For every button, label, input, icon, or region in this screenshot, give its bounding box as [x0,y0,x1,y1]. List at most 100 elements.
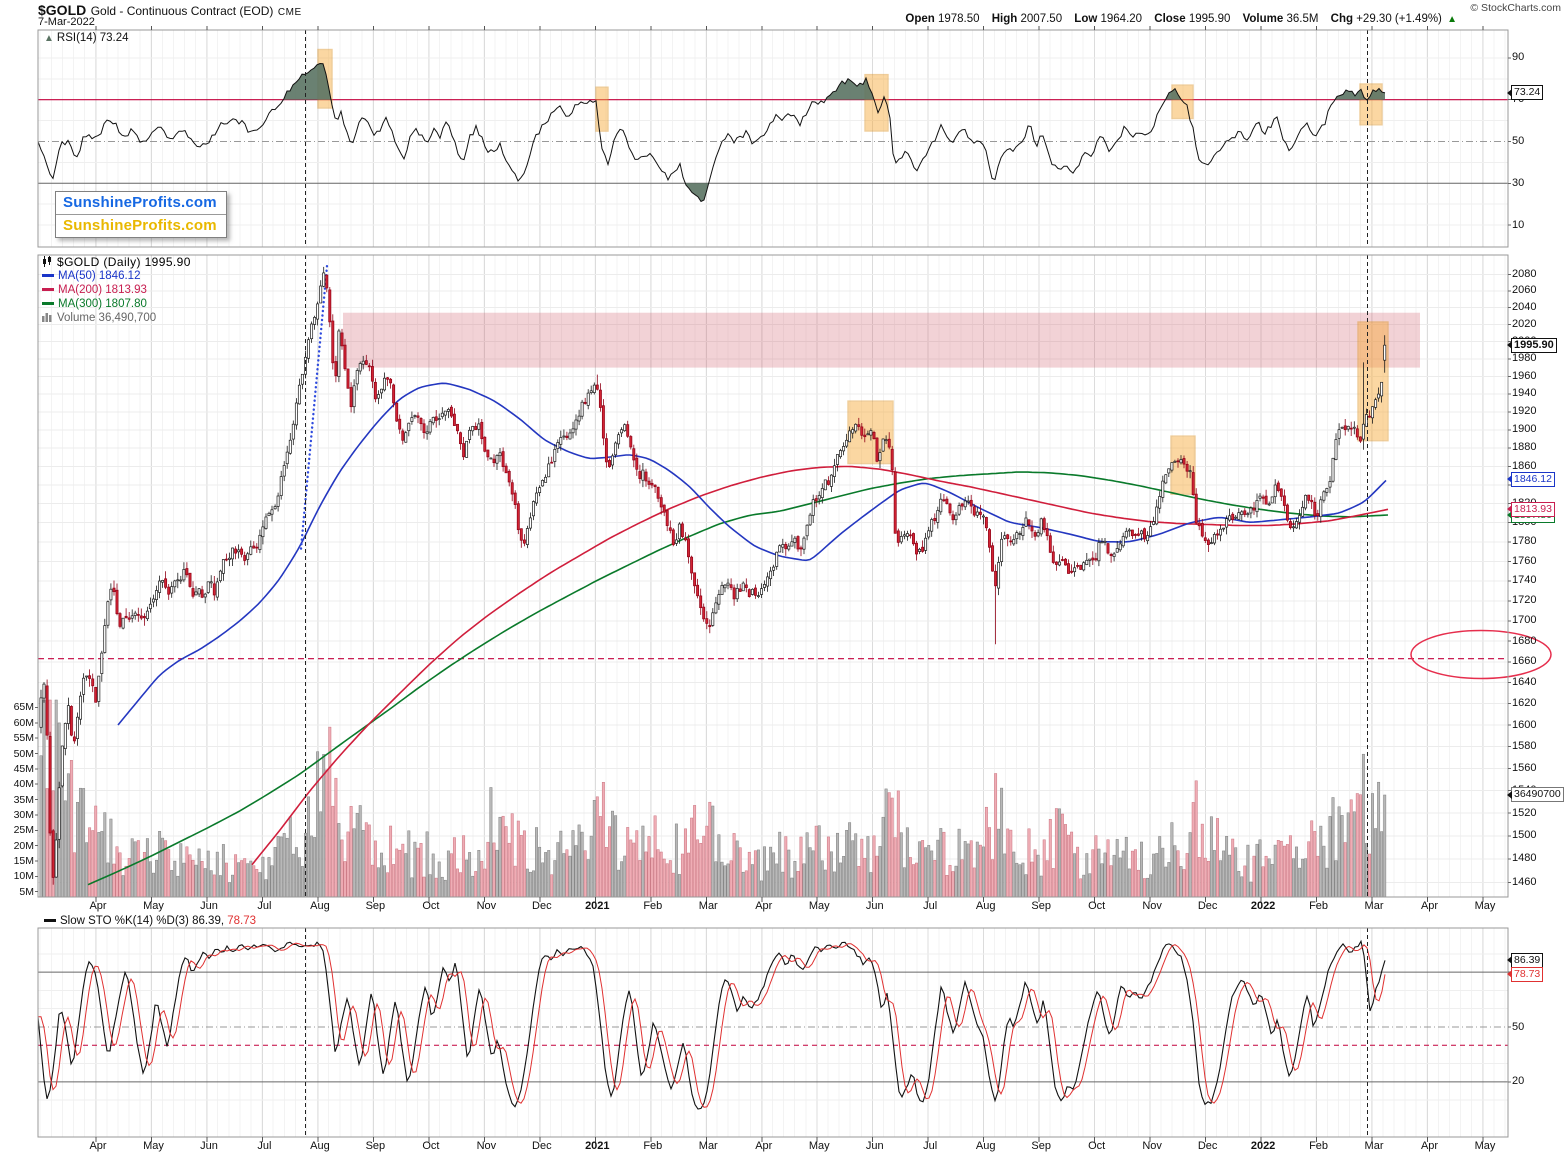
rsi-axis-tick: 50 [1512,135,1525,147]
ma50-legend-text: MA(50) 1846.12 [58,270,141,282]
rsi-axis-tick: 10 [1512,218,1525,231]
axis-month-label: Aug [310,900,330,912]
axis-month-label: Oct [1088,900,1106,912]
axis-month-label: 2021 [585,1140,610,1152]
axis-month-label: Aug [975,900,996,912]
volume-axis-tick: 40M [13,778,34,791]
axis-month-label: Jun [865,1140,884,1152]
price-axis-tick: 1900 [1512,423,1537,436]
sto-axis-tick: 50 [1512,1020,1525,1033]
price-axis-tick: 2080 [1512,267,1537,280]
sto-d-value-callout: 78.73 [1506,966,1544,982]
volume-axis-tick: 30M [13,808,34,821]
volume-axis-tick: 20M [13,839,34,852]
instrument-description: Gold - Continuous Contract (EOD) [90,4,274,18]
last-price-callout: 1995.90 [1507,337,1557,353]
price-axis-tick: 2020 [1512,318,1537,331]
price-axis-tick: 1740 [1512,574,1537,587]
sunshineprofits-watermark: SunshineProfits.com SunshineProfits.com [55,191,227,238]
axis-month-label: 2022 [1250,900,1276,912]
axis-month-label: Sep [1031,1140,1051,1152]
axis-month-label: May [1474,1140,1496,1152]
axis-month-label: Feb [1309,900,1329,912]
price-axis-tick: 1940 [1512,387,1537,400]
volume-axis-tick: 15M [13,854,34,867]
close-label: Close [1154,13,1186,25]
price-axis-tick: 1980 [1512,352,1537,365]
volume-axis-tick: 10M [13,870,34,883]
price-axis-tick: 1480 [1512,852,1537,865]
axis-month-label: Dec [532,1140,552,1152]
axis-month-label: Jul [923,900,938,912]
ma200-line-icon [42,288,54,291]
axis-month-label: Aug [975,1140,996,1152]
axis-month-label: Apr [755,900,773,912]
price-axis-tick: 1920 [1512,405,1537,418]
axis-month-label: Oct [422,1140,440,1152]
axis-month-label: Nov [1142,1140,1162,1152]
mountain-icon: ▲ [44,33,54,44]
ohlc-quote-bar: Open 1978.50 High 2007.50 Low 1964.20 Cl… [905,13,1457,25]
axis-month-label: Aug [310,1140,330,1152]
axis-month-label: Feb [643,1140,663,1152]
sto-line-icon [44,919,56,922]
price-axis-tick: 1700 [1512,614,1537,627]
axis-month-label: Mar [1364,1140,1384,1152]
axis-month-label: May [143,1140,164,1152]
price-axis-tick: 1960 [1512,369,1537,382]
axis-month-label: May [808,1140,830,1152]
price-axis-tick: 2060 [1512,284,1537,297]
axis-month-label: Sep [365,900,386,912]
price-axis-tick: 1520 [1512,806,1537,819]
price-axis-tick: 1620 [1512,697,1537,710]
axis-month-label: Feb [1309,1140,1329,1152]
open-label: Open [905,13,935,25]
rsi-axis-tick: 30 [1512,176,1525,189]
sto-axis-tick: 20 [1512,1075,1525,1088]
price-legend: $GOLD (Daily) 1995.90 MA(50) 1846.12 MA(… [42,255,191,325]
watermark-line-1: SunshineProfits.com [56,192,226,215]
axis-month-label: Jun [200,900,218,912]
rsi-legend-text: RSI(14) 73.24 [56,32,129,44]
low-value: 1964.20 [1100,13,1143,25]
volume-axis-tick: 65M [13,701,34,714]
price-axis-tick: 1600 [1512,718,1537,731]
chart-date: 7-Mar-2022 [38,16,95,28]
rsi-value-callout: 73.24 [1506,85,1544,101]
stochastic-legend: Slow STO %K(14) %D(3) 86.39, 78.73 [44,915,256,927]
price-axis-tick: 1580 [1512,740,1537,753]
axis-month-label: Apr [755,1140,773,1152]
exchange-label: CME [277,7,302,18]
price-axis-tick: 2040 [1512,301,1537,314]
axis-month-label: Jun [865,900,884,912]
candlestick-icon [43,256,51,267]
price-axis-tick: 1760 [1512,554,1537,567]
ma200-legend-text: MA(200) 1813.93 [58,284,147,296]
rsi-legend: ▲ RSI(14) 73.24 [44,32,129,44]
axis-month-label: 2022 [1250,1140,1276,1152]
price-axis-tick: 1500 [1512,829,1537,842]
axis-month-label: Jul [257,900,272,912]
price-axis-tick: 1860 [1512,459,1537,472]
axis-month-label: May [143,900,164,912]
axis-month-label: Nov [476,900,497,912]
watermark-line-2: SunshineProfits.com [63,217,217,234]
axis-month-label: May [808,900,830,912]
axis-month-label: Mar [698,1140,718,1152]
axis-month-label: 2021 [585,900,610,912]
price-axis-tick: 1460 [1512,875,1537,888]
volume-bars-icon [42,313,52,322]
axis-month-label: Oct [1088,1140,1106,1152]
volume-value-callout: 36490700 [1507,787,1564,803]
axis-month-label: May [1474,900,1496,912]
axis-month-label: Jun [200,1140,218,1152]
axis-month-label: Oct [422,900,440,912]
volume-axis-tick: 35M [13,793,34,806]
axis-month-label: Dec [1197,1140,1218,1152]
ma50-legend: MA(50) 1846.12 [42,269,191,283]
ma50-value-callout: 1846.12 [1507,471,1555,487]
sto-legend-text: Slow STO %K(14) %D(3) 86.39, [60,915,228,927]
axis-month-label: Feb [643,900,663,912]
